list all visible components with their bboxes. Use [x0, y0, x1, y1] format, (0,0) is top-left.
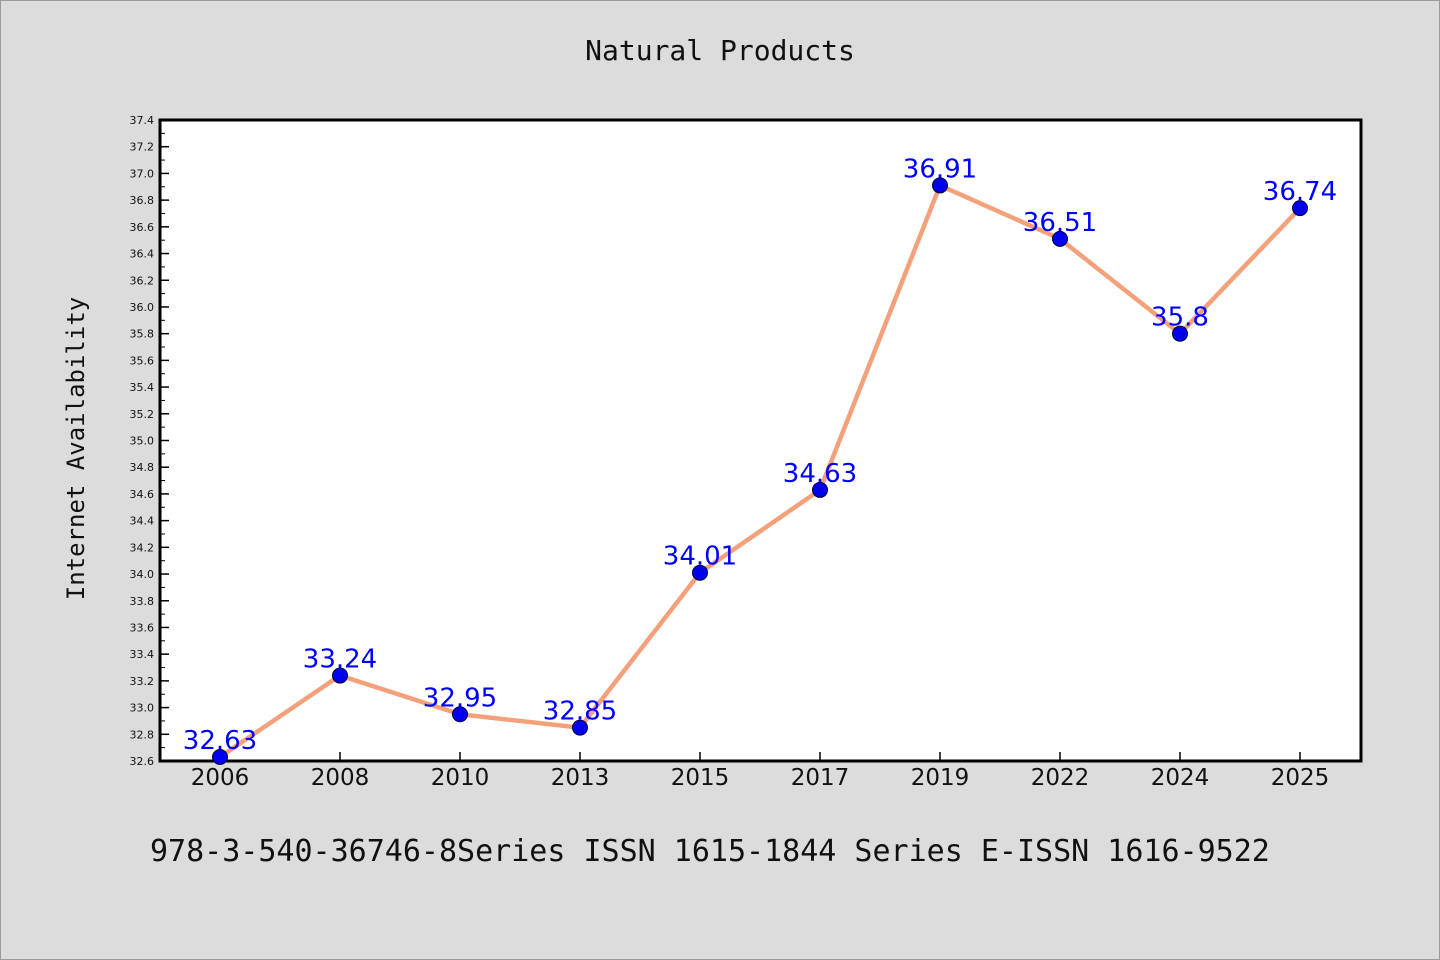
y-tick-label: 36.4: [130, 248, 155, 261]
data-point: [452, 706, 468, 723]
y-tick-label: 32.8: [130, 728, 155, 741]
x-tick-label: 2022: [1031, 765, 1090, 791]
x-tick-label: 2008: [311, 765, 370, 791]
data-point: [332, 667, 348, 684]
y-tick-label: 33.2: [130, 675, 155, 688]
y-axis-label: Internet Availability: [62, 297, 90, 600]
data-label: 32.85: [543, 697, 617, 727]
y-tick-label: 33.6: [130, 621, 155, 634]
x-tick-label: 2006: [191, 765, 250, 791]
y-tick-label: 34.2: [130, 541, 155, 554]
x-tick-label: 2010: [431, 765, 490, 791]
data-label: 34.63: [783, 459, 857, 489]
y-tick-label: 32.6: [130, 755, 155, 768]
data-point: [1172, 325, 1188, 342]
y-tick-label: 34.6: [130, 488, 155, 501]
y-tick-label: 36.2: [130, 274, 155, 287]
y-tick-label: 35.0: [130, 435, 155, 448]
data-point: [932, 177, 948, 194]
y-tick-label: 33.0: [130, 702, 155, 715]
data-label: 33.24: [303, 645, 377, 675]
y-tick-label: 35.6: [130, 354, 155, 367]
y-tick-label: 34.8: [130, 461, 155, 474]
data-label: 35.8: [1151, 303, 1209, 333]
series-line: [217, 183, 1303, 760]
y-tick-label: 37.4: [130, 114, 155, 127]
y-tick-label: 35.8: [130, 328, 155, 341]
data-point: [812, 481, 828, 498]
data-point: [1292, 200, 1308, 217]
data-point: [692, 564, 708, 581]
data-label: 36.74: [1263, 177, 1337, 207]
y-tick-label: 33.4: [130, 648, 155, 661]
y-tick-label: 36.6: [130, 221, 155, 234]
data-label: 32.63: [183, 726, 257, 756]
x-tick-label: 2017: [791, 765, 850, 791]
y-tick-label: 34.4: [130, 515, 155, 528]
y-tick-label: 37.2: [130, 141, 155, 154]
data-point: [1052, 230, 1068, 247]
x-tick-label: 2015: [671, 765, 730, 791]
x-tick-label: 2025: [1271, 765, 1330, 791]
plot-area: [158, 118, 1363, 763]
data-point: [572, 719, 588, 736]
x-tick-label: 2024: [1151, 765, 1210, 791]
y-tick-label: 35.4: [130, 381, 155, 394]
data-label: 32.95: [423, 683, 497, 713]
y-tick-label: 36.8: [130, 194, 155, 207]
x-tick-label: 2019: [911, 765, 970, 791]
y-tick-label: 34.0: [130, 568, 155, 581]
y-tick-label: 35.2: [130, 408, 155, 421]
data-label: 34.01: [663, 542, 737, 572]
data-label: 36.91: [903, 154, 977, 184]
x-tick-label: 2013: [551, 765, 610, 791]
y-tick-label: 36.0: [130, 301, 155, 314]
y-tick-label: 37.0: [130, 167, 155, 180]
data-point: [212, 748, 228, 765]
data-label: 36.51: [1023, 208, 1097, 238]
chart-title: Natural Products: [585, 34, 855, 67]
footer-isbn-text: 978-3-540-36746-8Series ISSN 1615-1844 S…: [150, 834, 1270, 869]
y-tick-label: 33.8: [130, 595, 155, 608]
